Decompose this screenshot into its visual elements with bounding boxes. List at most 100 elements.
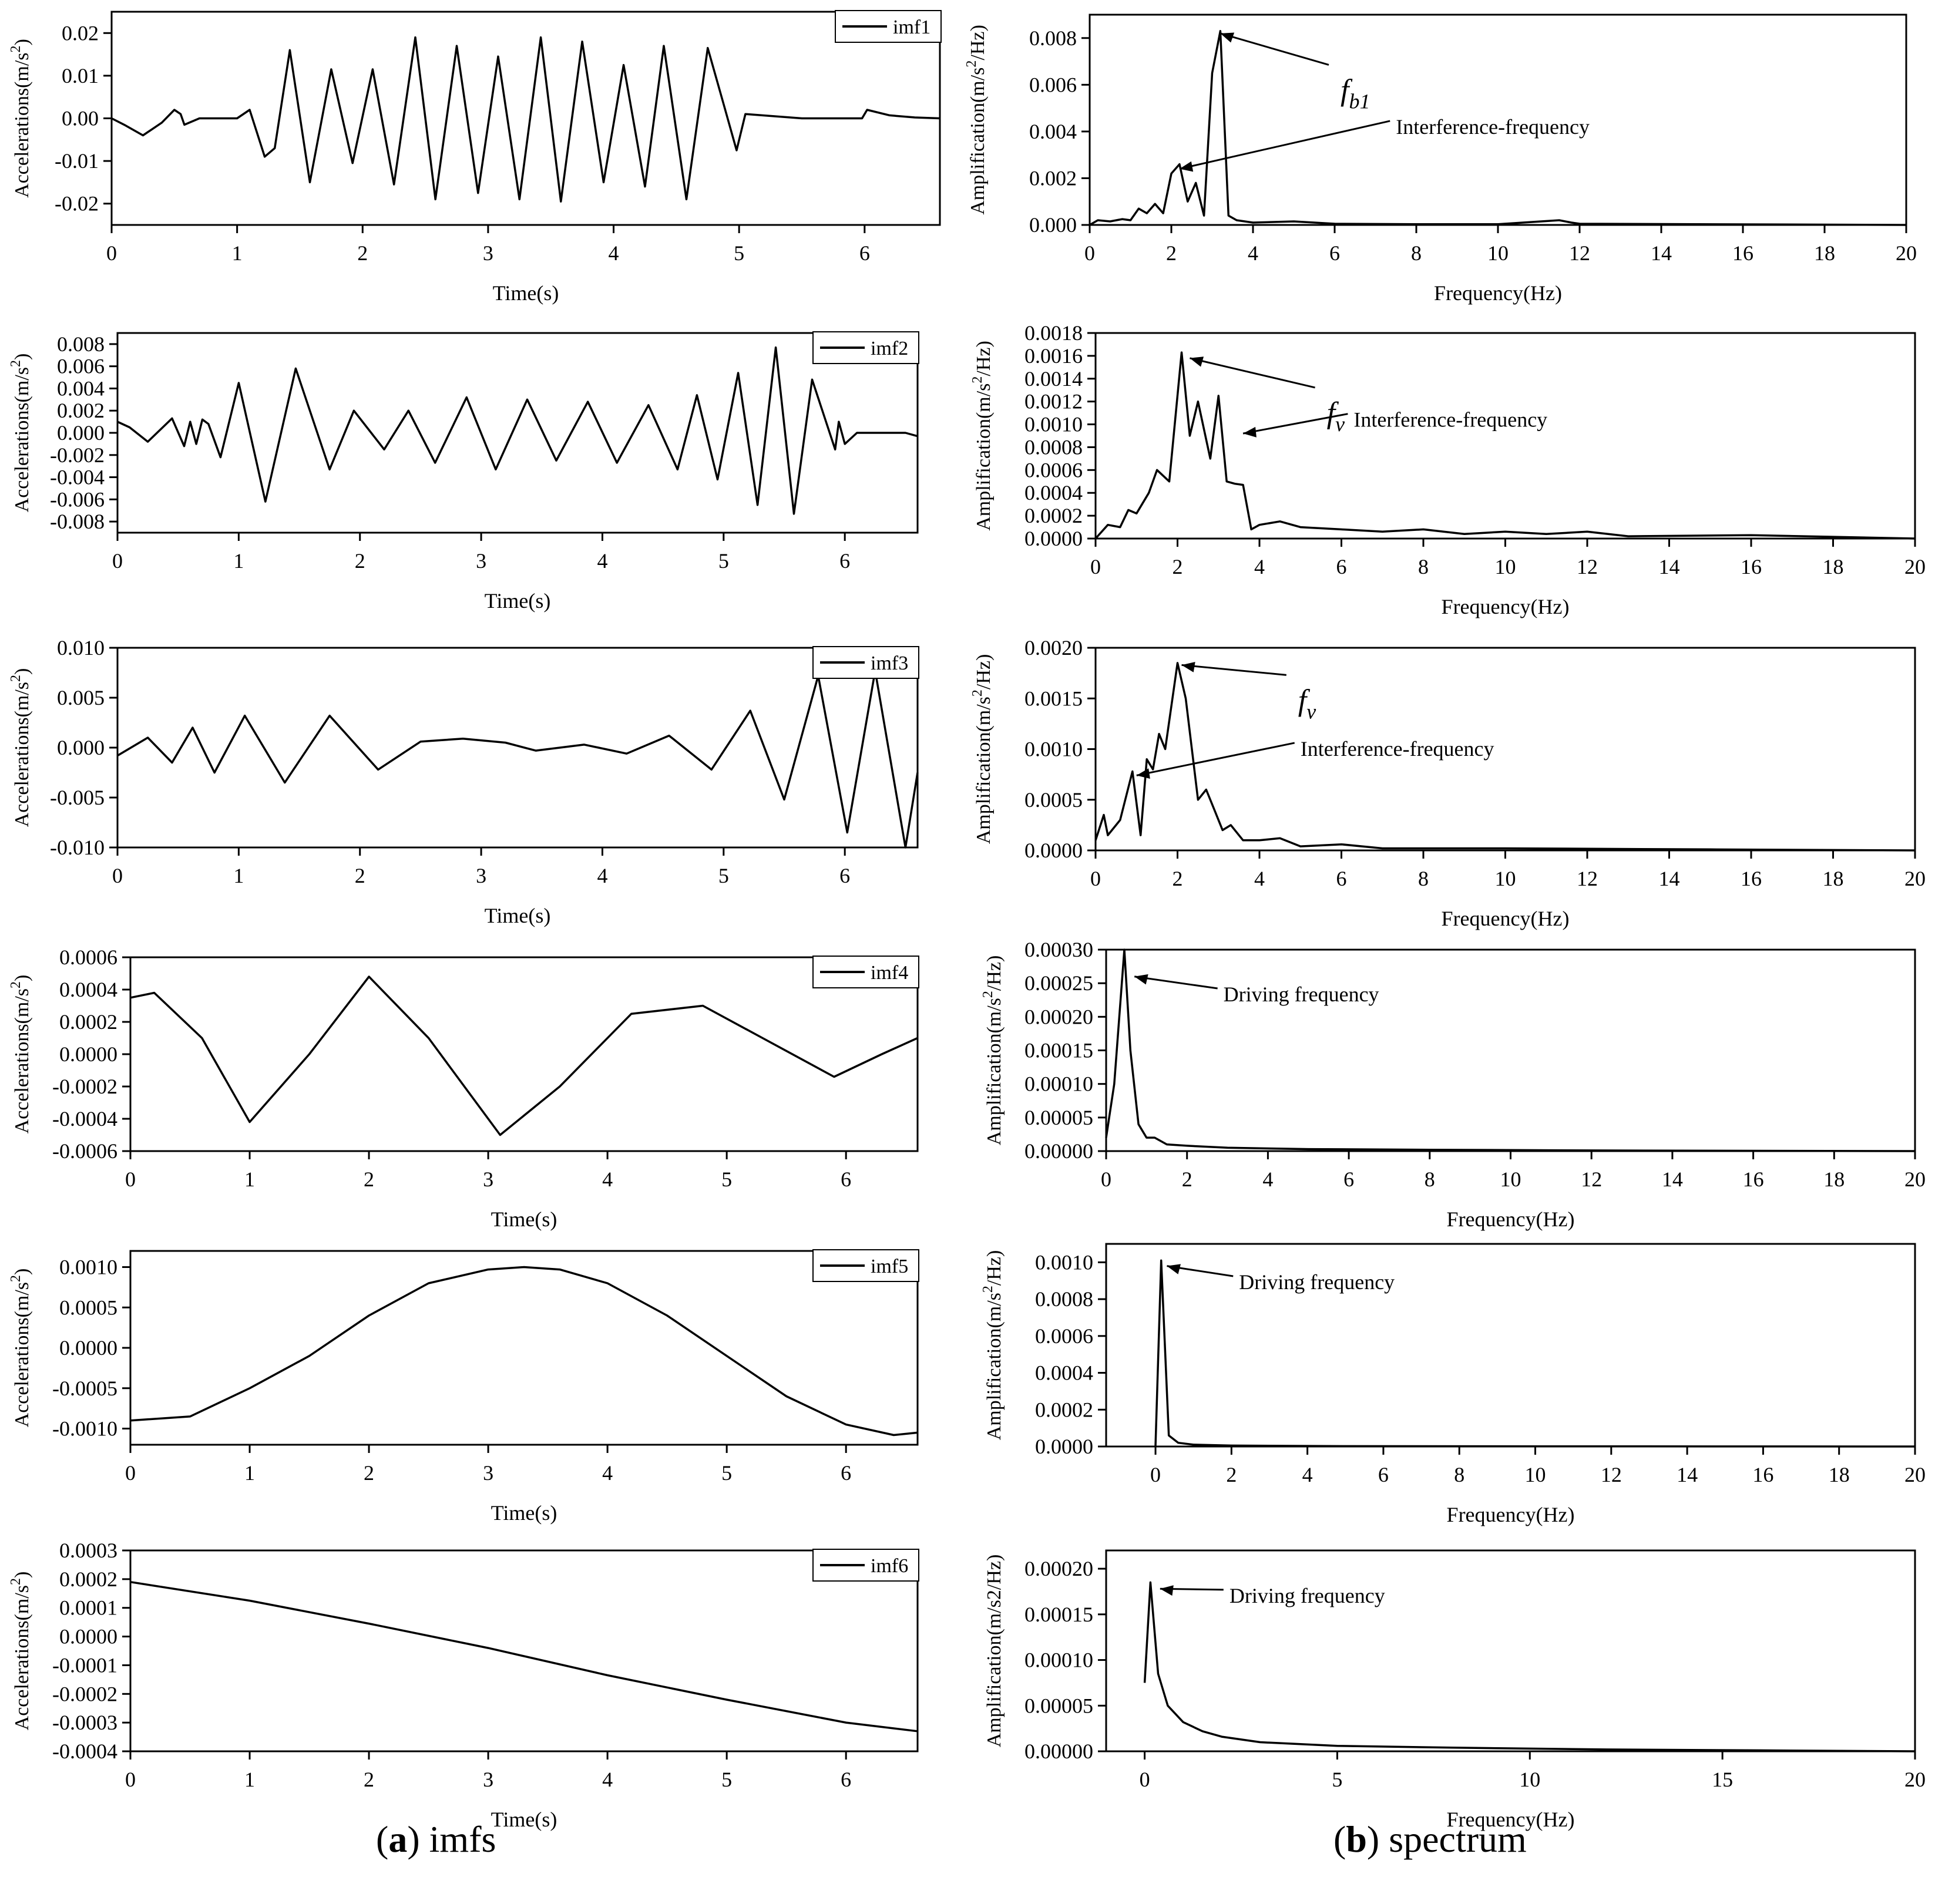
y-axis-label: Amplification(m/s2/Hz) (980, 956, 1005, 1146)
y-tick-label: 0.00025 (1024, 971, 1093, 995)
annotation-arrow (1220, 32, 1329, 66)
y-tick-label: 0.0000 (59, 1042, 117, 1066)
x-tick-label: 1 (244, 1461, 255, 1485)
y-tick-label: -0.0001 (52, 1653, 117, 1677)
y-tick-label: 0.0010 (59, 1256, 117, 1279)
y-tick-label: 0.0000 (1024, 839, 1083, 862)
x-tick-label: 14 (1677, 1463, 1698, 1486)
y-tick-label: -0.008 (50, 510, 105, 533)
plot-frame (116, 332, 919, 534)
annotation-arrowhead (1167, 1264, 1181, 1274)
legend-label: imf4 (871, 962, 908, 984)
y-tick-label: 0.004 (1029, 120, 1077, 143)
series-line-imf4 (130, 975, 918, 1136)
y-tick-label: 0.0010 (1024, 738, 1083, 761)
x-tick-label: 2 (364, 1461, 374, 1485)
x-tick-label: 12 (1577, 555, 1598, 578)
caption-a: (a) imfs (376, 1818, 496, 1860)
y-axis-label: Accelerations(m/s2) (8, 668, 33, 827)
x-tick-label: 5 (721, 1168, 732, 1191)
y-tick-label: 0.0006 (1035, 1324, 1093, 1348)
chart-imf6: 0 1 2 3 4 5 6 -0.0004 -0.0003 -0.0002 -0.0001 0.000… (8, 1539, 919, 1831)
y-tick-label: 0.00030 (1024, 938, 1093, 961)
x-tick-label: 4 (1254, 867, 1265, 890)
x-tick-label: 6 (841, 1768, 851, 1791)
y-tick-label: -0.0002 (52, 1682, 117, 1705)
x-tick-label: 5 (718, 549, 729, 573)
x-axis-label: Time(s) (485, 904, 551, 927)
x-tick-label: 0 (1140, 1768, 1150, 1791)
annotation-label: fb1 (1341, 73, 1370, 113)
y-tick-label: 0.00020 (1024, 1557, 1093, 1580)
x-tick-label: 16 (1741, 867, 1762, 890)
x-tick-label: 16 (1741, 555, 1762, 578)
y-tick-label: -0.002 (50, 443, 105, 467)
y-tick-label: 0.002 (1029, 166, 1077, 190)
y-tick-label: -0.0004 (52, 1740, 117, 1763)
y-tick-label: 0.00000 (1024, 1740, 1093, 1763)
series-line-imf1 (111, 36, 940, 203)
x-tick-label: 6 (839, 864, 850, 887)
x-tick-label: 3 (483, 1768, 493, 1791)
annotation-label: fv (1298, 684, 1316, 723)
x-tick-label: 6 (839, 549, 850, 573)
y-tick-label: 0.0014 (1024, 367, 1083, 391)
x-tick-label: 10 (1500, 1168, 1521, 1191)
y-tick-label: 0.006 (57, 355, 105, 378)
annotation-arrow (1190, 357, 1315, 389)
plot-frame (1094, 332, 1916, 540)
y-tick-label: 0.0000 (1035, 1435, 1093, 1458)
y-axis-label: Amplification(m/s2/Hz) (970, 654, 995, 845)
x-tick-label: 0 (125, 1461, 136, 1485)
x-tick-label: 4 (602, 1168, 613, 1191)
x-tick-label: 1 (232, 241, 243, 265)
x-tick-label: 10 (1495, 867, 1516, 890)
y-tick-label: 0.0020 (1024, 636, 1083, 660)
x-tick-label: 3 (483, 1461, 493, 1485)
annotation-label: Driving frequency (1224, 983, 1379, 1006)
annotation-label: Interference-frequency (1353, 408, 1547, 432)
x-tick-label: 0 (112, 549, 123, 573)
y-tick-label: 0.00015 (1024, 1603, 1093, 1626)
x-tick-label: 2 (1182, 1168, 1192, 1191)
x-tick-label: 2 (1173, 867, 1183, 890)
x-tick-label: 15 (1712, 1768, 1733, 1791)
x-tick-label: 0 (1084, 241, 1095, 265)
series-line-spec2 (1094, 351, 1916, 540)
y-axis-label: Accelerations(m/s2) (8, 975, 33, 1134)
y-tick-label: 0.002 (57, 399, 105, 422)
x-tick-label: 2 (1166, 241, 1177, 265)
x-tick-label: 1 (233, 864, 244, 887)
y-tick-label: 0.0000 (59, 1625, 117, 1649)
x-axis-label: Frequency(Hz) (1442, 595, 1570, 618)
x-axis-label: Time(s) (491, 1501, 557, 1525)
y-tick-label: -0.0002 (52, 1075, 117, 1098)
x-axis-label: Frequency(Hz) (1434, 281, 1562, 305)
y-tick-label: 0.004 (57, 376, 105, 400)
y-tick-label: 0.00005 (1024, 1694, 1093, 1717)
x-tick-label: 14 (1651, 241, 1672, 265)
x-tick-label: 4 (1248, 241, 1258, 265)
annotation-arrow (1242, 413, 1348, 435)
annotation-arrow (1134, 975, 1218, 990)
chart-spec1: 0 2 4 6 8 10 12 14 16 18 20 0.000 0.002 0.004 0.006 0.0… (964, 14, 1917, 305)
legend-label: imf5 (871, 1256, 908, 1277)
y-axis-label: Amplification(m/s2/Hz) (983, 1555, 1005, 1748)
series-line-spec4 (1105, 948, 1916, 1152)
x-axis-label: Time(s) (485, 589, 551, 613)
plot-frame (1105, 1243, 1916, 1448)
y-axis-label: Accelerations(m/s2) (8, 1269, 33, 1428)
y-tick-label: 0.0018 (1024, 321, 1083, 345)
y-tick-label: 0.00015 (1024, 1039, 1093, 1062)
x-tick-label: 2 (355, 864, 365, 887)
y-tick-label: 0.0000 (59, 1336, 117, 1360)
x-tick-label: 0 (112, 864, 123, 887)
series-line-spec5 (1154, 1259, 1916, 1448)
x-tick-label: 3 (476, 864, 486, 887)
chart-imf3: 0 1 2 3 4 5 6 -0.010 -0.005 0.000 0.005 0.010 Time(s… (8, 636, 919, 927)
x-tick-label: 1 (233, 549, 244, 573)
x-tick-label: 14 (1662, 1168, 1683, 1191)
x-tick-label: 20 (1896, 241, 1917, 265)
annotation-arrowhead (1179, 161, 1194, 172)
